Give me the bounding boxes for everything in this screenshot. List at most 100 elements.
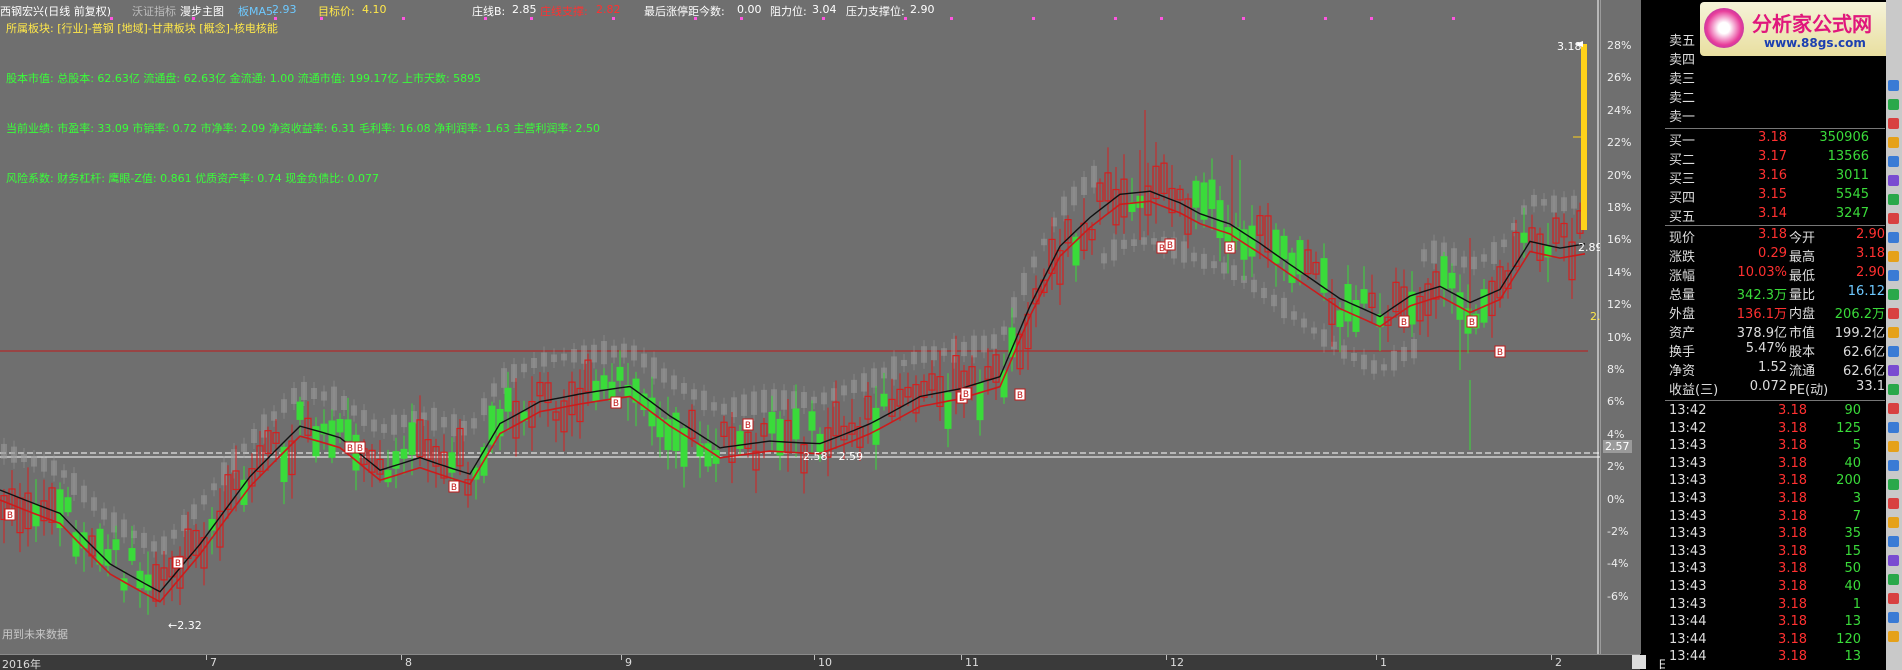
candle-body[interactable] — [488, 405, 496, 445]
toolbar-tool-icon[interactable] — [1888, 536, 1899, 547]
candle-body[interactable] — [1152, 165, 1160, 200]
candle-body[interactable] — [104, 549, 112, 566]
candle-body[interactable] — [40, 500, 48, 522]
candle-body[interactable] — [1024, 313, 1032, 350]
candle-body[interactable] — [1392, 281, 1400, 313]
toolbar-tool-icon[interactable] — [1888, 612, 1899, 623]
candle-body[interactable] — [584, 359, 592, 393]
candle-body[interactable] — [1176, 188, 1184, 201]
candle-body[interactable] — [112, 539, 120, 551]
candle-body[interactable] — [1544, 245, 1552, 258]
toolbar-tool-icon[interactable] — [1888, 289, 1899, 300]
candle-body[interactable] — [1016, 333, 1024, 370]
candle-body[interactable] — [232, 470, 240, 491]
toolbar-tool-icon[interactable] — [1888, 441, 1899, 452]
candle-body[interactable] — [1272, 229, 1280, 264]
candle-body[interactable] — [1088, 228, 1096, 241]
toolbar-tool-icon[interactable] — [1888, 308, 1899, 319]
candle-body[interactable] — [752, 450, 760, 471]
candle-body[interactable] — [328, 420, 336, 458]
candle-body[interactable] — [424, 439, 432, 460]
toolbar-tool-icon[interactable] — [1888, 403, 1899, 414]
candle-body[interactable] — [880, 393, 888, 407]
candle-body[interactable] — [1416, 295, 1424, 322]
candle-body[interactable] — [64, 497, 72, 513]
candle-body[interactable] — [272, 432, 280, 444]
candle-body[interactable] — [1264, 215, 1272, 253]
candle-body[interactable] — [1560, 222, 1568, 238]
candle-body[interactable] — [408, 422, 416, 455]
candle-body[interactable] — [1184, 198, 1192, 235]
candle-body[interactable] — [448, 452, 456, 473]
candle-body[interactable] — [1552, 217, 1560, 244]
candle-body[interactable] — [456, 427, 464, 467]
candle-body[interactable] — [320, 423, 328, 435]
candle-body[interactable] — [144, 574, 152, 591]
candle-body[interactable] — [1536, 233, 1544, 261]
candle-body[interactable] — [552, 411, 560, 421]
candle-body[interactable] — [1440, 256, 1448, 290]
candle-body[interactable] — [1408, 291, 1416, 325]
candle-body[interactable] — [384, 470, 392, 483]
candle-body[interactable] — [1312, 261, 1320, 275]
toolbar-tool-icon[interactable] — [1888, 137, 1899, 148]
candle-body[interactable] — [808, 411, 816, 431]
candle-body[interactable] — [720, 421, 728, 437]
candle-body[interactable] — [744, 431, 752, 449]
candle-body[interactable] — [0, 495, 8, 521]
candle-body[interactable] — [1192, 180, 1200, 208]
candle-body[interactable] — [1568, 241, 1576, 281]
candle-body[interactable] — [416, 419, 424, 458]
toolbar-tool-icon[interactable] — [1888, 517, 1899, 528]
toolbar-tool-icon[interactable] — [1888, 156, 1899, 167]
toolbar-tool-icon[interactable] — [1888, 555, 1899, 566]
toolbar-tool-icon[interactable] — [1888, 99, 1899, 110]
scroll-button[interactable] — [1632, 655, 1646, 669]
candle-body[interactable] — [160, 567, 168, 581]
kline-plot[interactable]: BBBBBBBBBBBBBBBB3.182.89 - 22.785←2.322.… — [0, 0, 1600, 654]
toolbar-tool-icon[interactable] — [1888, 498, 1899, 509]
candle-body[interactable] — [1360, 289, 1368, 304]
candle-body[interactable] — [896, 388, 904, 407]
toolbar-tool-icon[interactable] — [1888, 346, 1899, 357]
candle-body[interactable] — [536, 381, 544, 397]
candle-body[interactable] — [872, 407, 880, 445]
candle-body[interactable] — [1120, 178, 1128, 218]
candle-body[interactable] — [776, 418, 784, 456]
toolbar-tool-icon[interactable] — [1888, 384, 1899, 395]
toolbar-tool-icon[interactable] — [1888, 118, 1899, 129]
candle-body[interactable] — [664, 419, 672, 451]
candle-body[interactable] — [1096, 182, 1104, 202]
candle-body[interactable] — [736, 431, 744, 449]
candle-body[interactable] — [400, 448, 408, 459]
candle-body[interactable] — [1208, 179, 1216, 209]
candle-body[interactable] — [1072, 236, 1080, 266]
candle-body[interactable] — [1512, 231, 1520, 268]
candle-body[interactable] — [1112, 188, 1120, 226]
toolbar-tool-icon[interactable] — [1888, 574, 1899, 585]
candle-body[interactable] — [984, 366, 992, 380]
candle-body[interactable] — [1432, 271, 1440, 300]
candle-body[interactable] — [1368, 292, 1376, 309]
candle-body[interactable] — [624, 384, 632, 397]
candle-body[interactable] — [704, 443, 712, 467]
candle-body[interactable] — [1304, 249, 1312, 275]
candle-body[interactable] — [760, 423, 768, 437]
toolbar-tool-icon[interactable] — [1888, 213, 1899, 224]
candle-body[interactable] — [944, 392, 952, 429]
toolbar-tool-icon[interactable] — [1888, 422, 1899, 433]
candle-body[interactable] — [512, 400, 520, 439]
candle-body[interactable] — [72, 532, 80, 557]
candle-body[interactable] — [888, 398, 896, 417]
candle-body[interactable] — [296, 401, 304, 420]
candle-body[interactable] — [728, 426, 736, 463]
candle-body[interactable] — [224, 474, 232, 510]
candle-body[interactable] — [56, 489, 64, 529]
candle-body[interactable] — [256, 445, 264, 473]
candle-body[interactable] — [992, 354, 1000, 383]
toolbar-tool-icon[interactable] — [1888, 631, 1899, 642]
toolbar-tool-icon[interactable] — [1888, 194, 1899, 205]
toolbar-tool-icon[interactable] — [1888, 270, 1899, 281]
candle-body[interactable] — [288, 440, 296, 476]
toolbar-tool-icon[interactable] — [1888, 327, 1899, 338]
